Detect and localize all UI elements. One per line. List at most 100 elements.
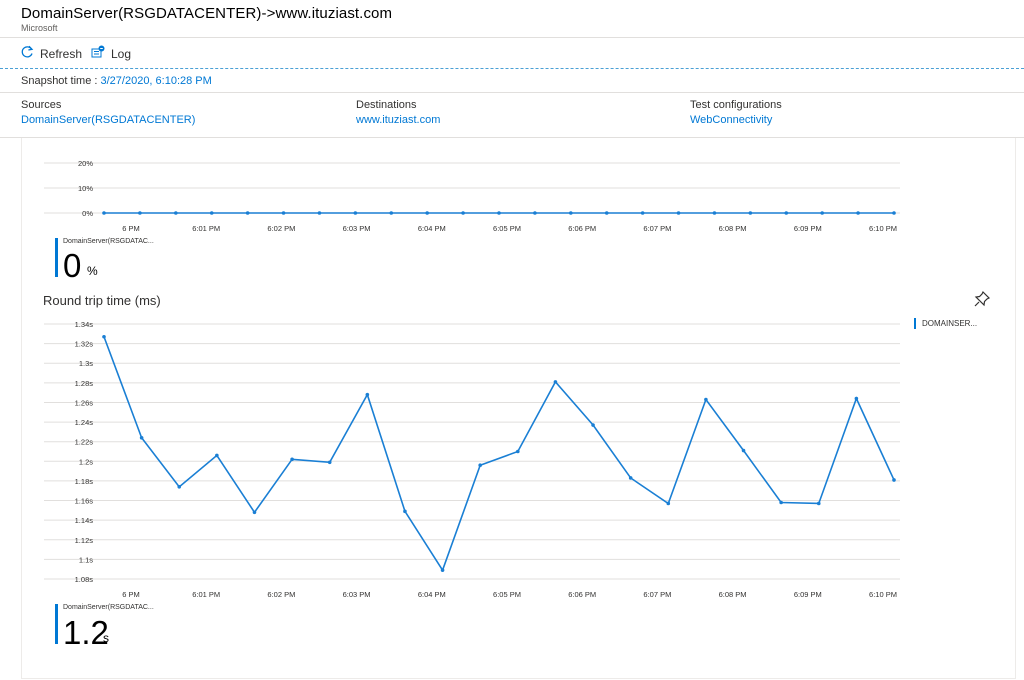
x-tick-label: 6:09 PM bbox=[794, 590, 822, 599]
y-tick-label: 20% bbox=[78, 159, 93, 168]
checks-failed-summary: DomainServer(RSGDATAC... 0 % bbox=[55, 238, 175, 284]
data-point bbox=[666, 501, 671, 506]
data-point bbox=[892, 211, 896, 215]
data-point bbox=[245, 211, 250, 215]
x-tick-label: 6:04 PM bbox=[418, 590, 446, 599]
pin-button[interactable] bbox=[973, 290, 991, 313]
data-point bbox=[604, 211, 609, 215]
refresh-button[interactable]: Refresh bbox=[20, 45, 82, 62]
destinations-link[interactable]: www.ituziast.com bbox=[356, 114, 441, 126]
test-configurations-section: Test configurations WebConnectivity bbox=[690, 98, 782, 127]
sources-link[interactable]: DomainServer(RSGDATACENTER) bbox=[21, 114, 196, 126]
x-tick-label: 6:04 PM bbox=[418, 224, 446, 233]
data-point bbox=[177, 485, 182, 489]
data-point bbox=[820, 211, 824, 215]
data-point bbox=[856, 211, 860, 215]
x-tick-label: 6:07 PM bbox=[643, 224, 671, 233]
refresh-label: Refresh bbox=[40, 46, 83, 61]
data-point bbox=[215, 453, 219, 458]
y-tick-label: 1.08s bbox=[75, 575, 94, 584]
x-tick-label: 6:08 PM bbox=[719, 224, 747, 233]
y-tick-label: 1.28s bbox=[75, 379, 94, 388]
data-point bbox=[389, 211, 394, 215]
page-title: DomainServer(RSGDATACENTER)->www.ituzias… bbox=[21, 5, 393, 22]
data-point bbox=[591, 423, 595, 427]
data-point bbox=[816, 501, 821, 506]
data-point bbox=[516, 449, 520, 454]
sources-section: Sources DomainServer(RSGDATACENTER) bbox=[21, 98, 195, 127]
round-trip-chart: 1.08s 1.1s 1.12s 1.14s 1.16s 1.18s 1.2s 1.22s 1.… bbox=[44, 320, 900, 599]
data-point bbox=[497, 211, 501, 215]
x-tick-label: 6:10 PM bbox=[869, 224, 897, 233]
round-trip-legend[interactable]: DOMAINSER... bbox=[914, 318, 977, 329]
data-point bbox=[102, 334, 106, 339]
log-button[interactable]: Log bbox=[91, 45, 131, 62]
x-tick-label: 6 PM bbox=[122, 224, 140, 233]
x-tick-label: 6:01 PM bbox=[192, 224, 220, 233]
data-point bbox=[365, 392, 370, 397]
destinations-section: Destinations www.ituziast.com bbox=[356, 98, 440, 127]
x-tick-label: 6:03 PM bbox=[343, 590, 371, 599]
log-icon bbox=[91, 45, 111, 62]
data-point bbox=[741, 448, 746, 453]
sources-label: Sources bbox=[21, 99, 62, 111]
summary-unit: s bbox=[103, 631, 109, 645]
test-configurations-label: Test configurations bbox=[690, 99, 782, 111]
data-point bbox=[174, 211, 178, 215]
legend-label: DOMAINSER... bbox=[922, 319, 978, 328]
x-tick-label: 6:10 PM bbox=[869, 590, 897, 599]
header-divider bbox=[0, 37, 1024, 38]
y-tick-label: 1.14s bbox=[75, 516, 94, 525]
data-point bbox=[209, 211, 214, 215]
x-tick-label: 6:05 PM bbox=[493, 224, 521, 233]
round-trip-summary: DomainServer(RSGDATAC... 1.2 s bbox=[55, 604, 175, 650]
y-tick-label: 1.32s bbox=[75, 340, 94, 349]
snapshot-label: Snapshot time : bbox=[21, 75, 98, 87]
log-label: Log bbox=[111, 46, 132, 61]
y-tick-label: 1.24s bbox=[75, 418, 94, 427]
data-point bbox=[403, 509, 407, 514]
command-bar: Refresh Log bbox=[0, 40, 1024, 68]
data-point bbox=[748, 211, 753, 215]
x-tick-label: 6:01 PM bbox=[192, 590, 220, 599]
snapshot-value: 3/27/2020, 6:10:28 PM bbox=[100, 75, 212, 87]
refresh-icon bbox=[20, 45, 40, 62]
data-point bbox=[281, 211, 286, 215]
y-tick-label: 1.26s bbox=[75, 398, 94, 407]
data-point bbox=[779, 500, 783, 505]
data-point bbox=[784, 211, 789, 215]
x-tick-label: 6:06 PM bbox=[568, 590, 596, 599]
data-point bbox=[712, 211, 717, 215]
y-tick-label: 1.2s bbox=[79, 457, 93, 466]
data-point bbox=[553, 380, 558, 384]
pin-icon bbox=[973, 290, 991, 312]
series-color-bar bbox=[55, 604, 58, 644]
snapshot-time: Snapshot time : 3/27/2020, 6:10:28 PM bbox=[21, 75, 212, 87]
y-tick-label: 10% bbox=[78, 184, 93, 193]
data-point bbox=[290, 457, 294, 462]
summary-unit: % bbox=[87, 264, 98, 278]
blade-header: DomainServer(RSGDATACENTER)->www.ituzias… bbox=[0, 0, 1024, 38]
x-tick-label: 6:09 PM bbox=[794, 224, 822, 233]
x-tick-label: 6:07 PM bbox=[643, 590, 671, 599]
data-point bbox=[569, 211, 573, 215]
series-color-bar bbox=[55, 238, 58, 277]
y-tick-label: 1.12s bbox=[75, 536, 94, 545]
test-configurations-link[interactable]: WebConnectivity bbox=[690, 114, 773, 126]
destinations-label: Destinations bbox=[356, 99, 417, 111]
data-point bbox=[676, 211, 681, 215]
x-tick-label: 6:05 PM bbox=[493, 590, 521, 599]
data-point bbox=[892, 478, 896, 482]
series-line bbox=[103, 336, 895, 572]
summary-value: 0 bbox=[63, 247, 82, 284]
series-label: DomainServer(RSGDATAC... bbox=[63, 238, 154, 245]
y-tick-label: 1.1s bbox=[79, 555, 93, 564]
x-tick-label: 6:03 PM bbox=[343, 224, 371, 233]
data-point bbox=[640, 211, 645, 215]
charts-card bbox=[21, 138, 1016, 679]
x-tick-label: 6 PM bbox=[122, 590, 140, 599]
page-subtitle: Microsoft bbox=[21, 23, 58, 33]
data-point bbox=[252, 510, 257, 515]
data-point bbox=[425, 211, 429, 215]
round-trip-chart-title: Round trip time (ms) bbox=[43, 293, 161, 308]
